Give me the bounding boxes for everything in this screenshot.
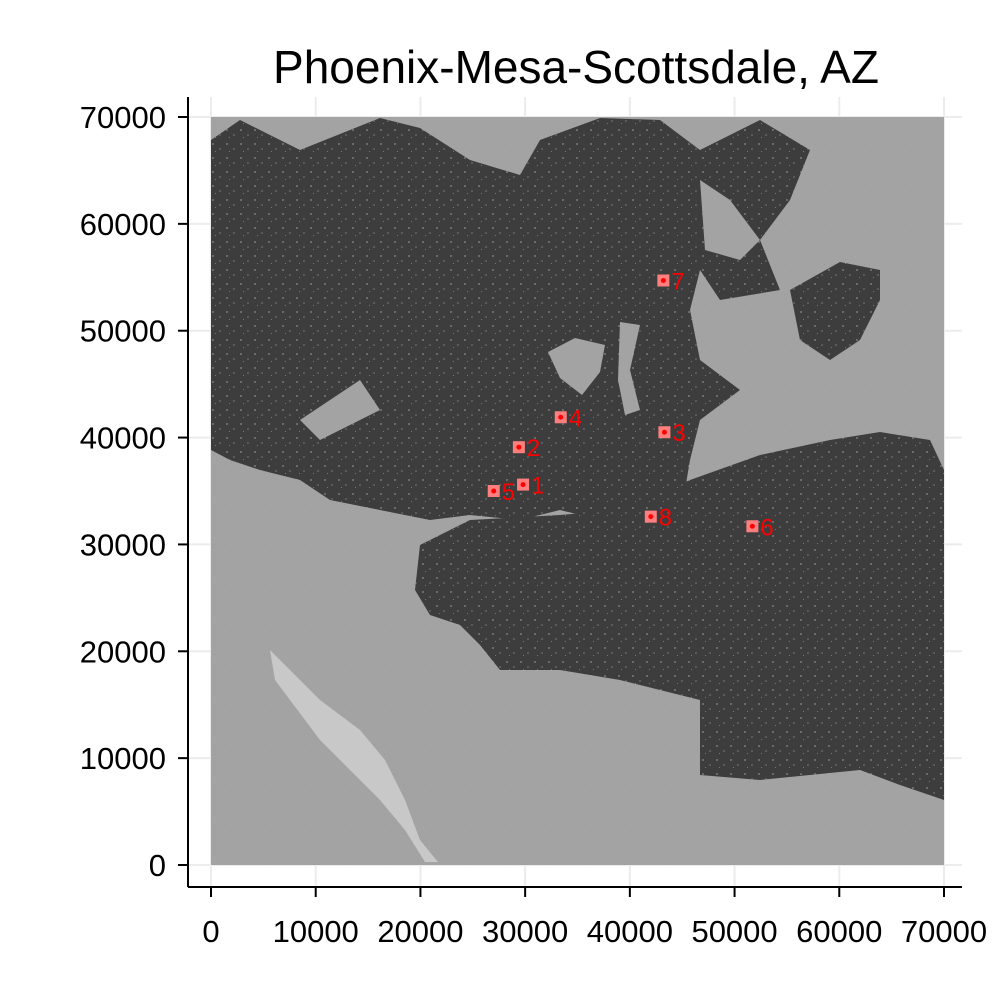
x-tick-label: 10000 — [273, 914, 359, 949]
point-label: 8 — [659, 505, 672, 532]
y-tick-label: 30000 — [80, 527, 166, 562]
urban-area-east — [415, 432, 944, 800]
map-point-7: 7 — [657, 268, 685, 295]
x-tick-label: 70000 — [901, 914, 987, 949]
map-raster — [211, 117, 944, 865]
y-tick-label: 10000 — [80, 741, 166, 776]
y-tick-label: 40000 — [80, 421, 166, 456]
x-axis-ticks: 0 10000 20000 30000 40000 50000 60000 70000 — [202, 887, 987, 949]
point-label: 4 — [569, 405, 582, 432]
point-label: 3 — [672, 420, 685, 447]
point-label: 7 — [671, 268, 684, 295]
point-center — [749, 523, 755, 529]
point-center — [491, 488, 497, 494]
point-label: 1 — [531, 473, 544, 500]
point-center — [558, 414, 564, 420]
open-area-center — [548, 338, 605, 395]
point-center — [661, 429, 667, 435]
y-tick-label: 50000 — [80, 314, 166, 349]
map-point-4: 4 — [554, 405, 582, 432]
x-tick-label: 0 — [202, 914, 219, 949]
urban-area-northeast — [790, 262, 880, 360]
y-tick-label: 0 — [149, 848, 166, 883]
point-center — [516, 444, 522, 450]
point-center — [520, 482, 526, 488]
x-tick-label: 50000 — [691, 914, 777, 949]
chart-title: Phoenix-Mesa-Scottsdale, AZ — [273, 41, 879, 93]
map-point-1: 1 — [517, 473, 544, 500]
open-area-east — [700, 180, 760, 260]
x-tick-label: 20000 — [377, 914, 463, 949]
point-center — [648, 514, 654, 520]
map-point-8: 8 — [644, 505, 672, 532]
map-point-2: 2 — [512, 435, 540, 462]
mountain-ridge — [270, 650, 438, 862]
point-label: 2 — [527, 435, 540, 462]
open-area-north-valley — [618, 322, 640, 415]
y-tick-label: 70000 — [80, 100, 166, 135]
open-area-ridge — [300, 380, 380, 440]
point-center — [660, 277, 666, 283]
y-tick-label: 60000 — [80, 207, 166, 242]
axes — [187, 97, 962, 888]
y-axis-ticks: 0 10000 20000 30000 40000 50000 60000 70000 — [80, 100, 188, 883]
map-point-5: 5 — [487, 479, 515, 506]
data-points: 1 2 3 4 5 6 7 8 — [487, 268, 774, 541]
map-point-6: 6 — [746, 514, 774, 541]
x-tick-label: 30000 — [482, 914, 568, 949]
point-label: 5 — [502, 479, 515, 506]
map-point-3: 3 — [658, 420, 686, 447]
y-tick-label: 20000 — [80, 634, 166, 669]
x-tick-label: 60000 — [796, 914, 882, 949]
x-tick-label: 40000 — [587, 914, 673, 949]
point-label: 6 — [760, 514, 773, 541]
urban-area-west — [211, 190, 290, 300]
